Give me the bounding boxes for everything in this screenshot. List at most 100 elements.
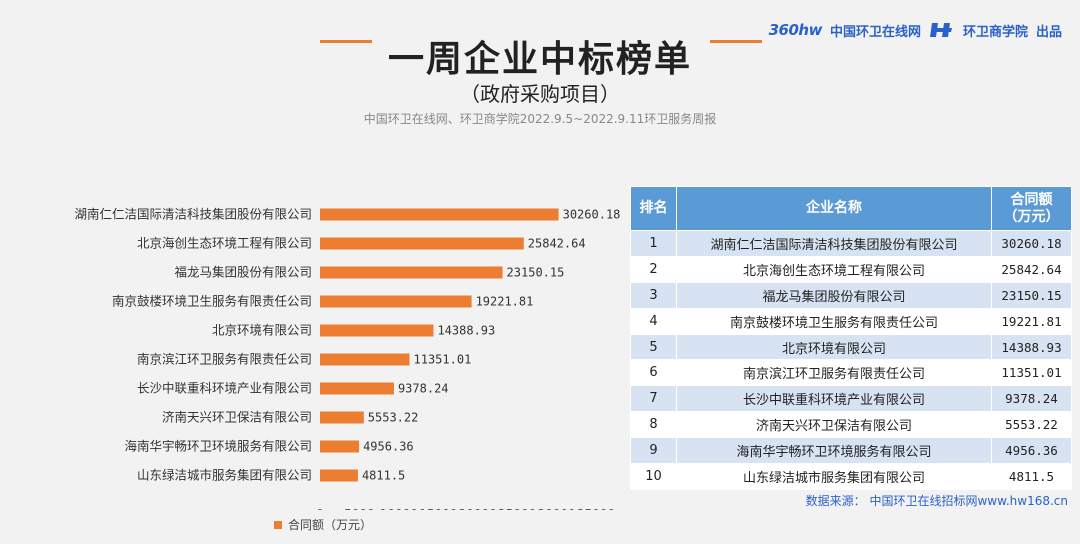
cell-amount: 19221.81 (991, 307, 1072, 335)
ranking-table: 排名 企业名称 合同额 （万元） 1 湖南仁仁洁国际清洁科技集团股份有限公司 302… (630, 186, 1072, 490)
bar-value-label: 25842.64 (528, 237, 586, 251)
category-label: 北京海创生态环境工程有限公司 (137, 236, 312, 251)
title-wrap: 一周企业中标榜单 (0, 30, 1080, 82)
bar-value-label: 19221.81 (476, 295, 534, 309)
bar-value-label: 23150.15 (507, 266, 565, 280)
page-subtitle: （政府采购项目） (460, 82, 620, 106)
cell-rank: 7 (630, 385, 677, 413)
cell-company: 湖南仁仁洁国际清洁科技集团股份有限公司 (676, 230, 992, 257)
cell-amount: 5553.22 (991, 411, 1072, 439)
cell-rank: 2 (630, 255, 677, 283)
cell-company: 南京滨江环卫服务有限责任公司 (676, 359, 992, 387)
cell-company: 福龙马集团股份有限公司 (676, 281, 992, 309)
bar (320, 266, 503, 279)
category-label: 北京环境有限公司 (212, 323, 312, 338)
table-row: 2 北京海创生态环境工程有限公司 25842.64 (630, 255, 1072, 283)
page-title: 一周企业中标榜单 (387, 39, 692, 80)
bar-value-label: 4956.36 (363, 440, 414, 454)
table-header-row: 排名 企业名称 合同额 （万元） (630, 186, 1072, 231)
bar (320, 353, 410, 366)
brand-bar: 360hw 中国环卫在线网 环卫商学院 出品 (769, 20, 1062, 40)
table-row: 8 济南天兴环卫保洁有限公司 5553.22 (630, 411, 1072, 439)
bar (320, 411, 364, 424)
cell-amount: 25842.64 (991, 255, 1072, 283)
cell-company: 南京鼓楼环境卫生服务有限责任公司 (676, 307, 992, 335)
title-decor-left (320, 40, 372, 43)
category-label: 南京鼓楼环境卫生服务有限责任公司 (112, 294, 312, 309)
table-row: 6 南京滨江环卫服务有限责任公司 11351.01 (630, 359, 1072, 387)
cell-company: 北京海创生态环境工程有限公司 (676, 255, 992, 283)
cell-rank: 6 (630, 359, 677, 387)
cell-amount: 23150.15 (991, 281, 1072, 309)
category-label: 南京滨江环卫服务有限责任公司 (137, 352, 312, 367)
bar-value-label: 30260.18 (563, 208, 620, 222)
bar (320, 440, 360, 453)
header-amount: 合同额 （万元） (991, 186, 1072, 231)
header-rank: 排名 (630, 186, 677, 231)
bar-value-label: 14388.93 (437, 324, 495, 338)
title-decor-right (710, 40, 762, 43)
category-label: 海南华宇畅环卫环境服务有限公司 (124, 439, 312, 454)
cell-rank: 4 (630, 307, 677, 335)
cell-amount: 9378.24 (991, 385, 1072, 413)
table-row: 1 湖南仁仁洁国际清洁科技集团股份有限公司 30260.18 (630, 230, 1072, 257)
cell-amount: 4956.36 (991, 437, 1072, 465)
category-label: 长沙中联重科环境产业有限公司 (137, 381, 312, 396)
table-row: 10 山东绿洁城市服务集团有限公司 4811.5 (630, 463, 1072, 490)
x-tick-label: 30000 (537, 507, 575, 510)
page-caption: 中国环卫在线网、环卫商学院2022.9.5~2022.9.11环卫服务周报 (363, 112, 717, 126)
x-tick-label: 10000 (380, 507, 418, 510)
cell-rank: 5 (630, 333, 677, 361)
cell-rank: 9 (630, 437, 677, 465)
table-row: 4 南京鼓楼环境卫生服务有限责任公司 19221.81 (630, 307, 1072, 335)
brand-site-name: 中国环卫在线网 (829, 24, 921, 40)
cell-amount: 4811.5 (991, 463, 1072, 490)
bar (320, 237, 524, 250)
cell-amount: 14388.93 (991, 333, 1072, 361)
bar (320, 382, 394, 395)
table-row: 7 长沙中联重科环境产业有限公司 9378.24 (630, 385, 1072, 413)
cell-company: 济南天兴环卫保洁有限公司 (676, 411, 992, 439)
data-source: 数据来源： 中国环卫在线招标网www.hw168.cn (805, 494, 1068, 508)
bar-value-label: 5553.22 (368, 411, 419, 425)
bar-value-label: 9378.24 (398, 382, 449, 396)
x-tick-label: 25000 (498, 507, 536, 510)
category-label: 济南天兴环卫保洁有限公司 (162, 410, 312, 425)
category-label: 山东绿洁城市服务集团有限公司 (137, 468, 312, 483)
bar (320, 469, 358, 482)
bar-value-label: 11351.01 (414, 353, 472, 367)
cell-rank: 8 (630, 411, 677, 439)
cell-company: 长沙中联重科环境产业有限公司 (676, 385, 992, 413)
bar (320, 324, 434, 337)
header-company: 企业名称 (676, 186, 992, 231)
cell-rank: 10 (630, 463, 677, 490)
cell-company: 北京环境有限公司 (676, 333, 992, 361)
bar (320, 208, 559, 221)
x-tick-label: 5000 (344, 507, 375, 510)
logo-360hw: 360hw (768, 21, 823, 39)
bar-chart: 湖南仁仁洁国际清洁科技集团股份有限公司 30260.18 北京海创生态环境工程有限公… (74, 207, 620, 511)
cell-rank: 1 (630, 230, 677, 257)
category-label: 湖南仁仁洁国际清洁科技集团股份有限公司 (74, 207, 312, 222)
chart-legend: 合同额（万元） (274, 516, 372, 533)
category-label: 福龙马集团股份有限公司 (174, 265, 312, 280)
x-tick-label: 35000 (577, 507, 615, 510)
legend-swatch (274, 520, 282, 529)
table-row: 5 北京环境有限公司 14388.93 (630, 333, 1072, 361)
table-row: 3 福龙马集团股份有限公司 23150.15 (630, 281, 1072, 309)
cell-company: 山东绿洁城市服务集团有限公司 (676, 463, 992, 490)
cell-rank: 3 (630, 281, 677, 309)
cell-company: 海南华宇畅环卫环境服务有限公司 (676, 437, 992, 465)
table-row: 9 海南华宇畅环卫环境服务有限公司 4956.36 (630, 437, 1072, 465)
cell-amount: 30260.18 (991, 230, 1072, 257)
academy-logo-icon (929, 20, 955, 40)
brand-produced-by: 出品 (1035, 24, 1062, 40)
x-tick-label: 0 (316, 507, 324, 510)
brand-academy: 环卫商学院 (962, 24, 1028, 40)
cell-amount: 11351.01 (991, 359, 1072, 387)
x-tick-label: 15000 (419, 507, 457, 510)
bar-value-label: 4811.5 (362, 469, 405, 483)
legend-label: 合同额（万元） (288, 518, 373, 532)
bar (320, 295, 472, 308)
x-tick-label: 20000 (459, 507, 497, 510)
